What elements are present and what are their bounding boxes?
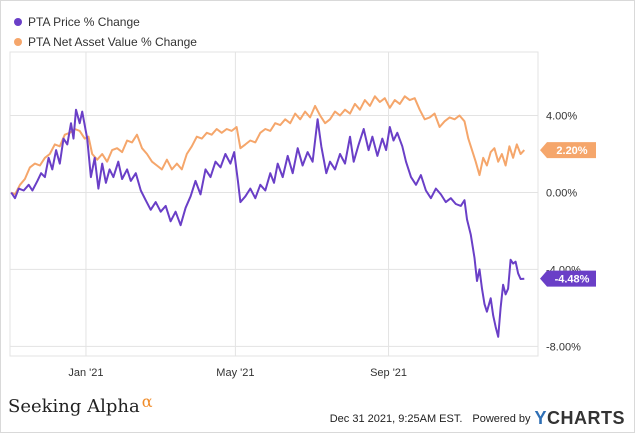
brand-name: Seeking Alpha bbox=[8, 396, 140, 417]
end-value-tag-nav bbox=[540, 142, 596, 159]
legend-item-price[interactable]: PTA Price % Change bbox=[14, 12, 197, 32]
end-value-label-nav: 2.20% bbox=[556, 145, 587, 157]
x-tick-label: Jan '21 bbox=[68, 367, 103, 379]
y-tick-label: -8.00% bbox=[546, 341, 581, 353]
ycharts-wordmark: CHARTS bbox=[547, 408, 625, 428]
x-tick-label: Sep '21 bbox=[370, 367, 407, 379]
timestamp: Dec 31 2021, 9:25AM EST. bbox=[329, 412, 463, 425]
legend: PTA Price % Change PTA Net Asset Value %… bbox=[14, 12, 197, 52]
legend-marker-nav bbox=[14, 38, 22, 46]
powered-by-label: Powered by bbox=[472, 412, 531, 425]
plot-area-border bbox=[9, 51, 539, 357]
ycharts-logo[interactable]: YCHARTS bbox=[534, 408, 625, 429]
footer-attribution: Dec 31 2021, 9:25AM EST. Powered by YCHA… bbox=[330, 408, 625, 429]
alpha-symbol-icon: α bbox=[141, 392, 153, 411]
ycharts-y-mark: Y bbox=[534, 408, 547, 428]
seeking-alpha-logo: Seeking Alpha α bbox=[8, 392, 153, 417]
legend-label-nav: PTA Net Asset Value % Change bbox=[28, 35, 197, 49]
end-value-label-price: -4.48% bbox=[555, 274, 590, 286]
legend-marker-price bbox=[14, 18, 22, 26]
series-line-price bbox=[10, 108, 525, 338]
y-tick-label: 4.00% bbox=[546, 110, 577, 122]
end-value-tag-price bbox=[540, 270, 596, 287]
legend-label-price: PTA Price % Change bbox=[28, 15, 140, 29]
series-line-nav bbox=[10, 95, 526, 196]
y-tick-label: 0.00% bbox=[546, 187, 577, 199]
legend-item-nav[interactable]: PTA Net Asset Value % Change bbox=[14, 32, 197, 52]
x-tick-label: May '21 bbox=[216, 367, 254, 379]
